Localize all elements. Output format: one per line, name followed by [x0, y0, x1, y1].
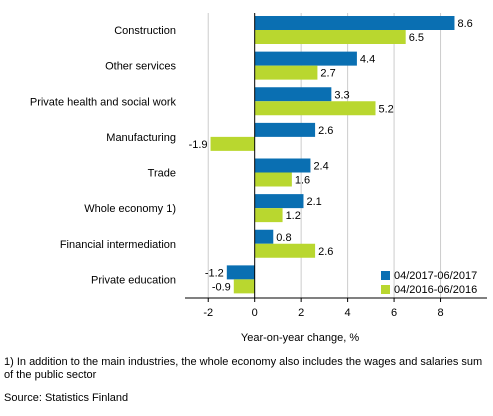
x-axis: -2 0 2 4 6 8 — [185, 13, 487, 319]
source-note: Source: Statistics Finland — [4, 392, 129, 404]
category-label: Construction — [114, 25, 176, 37]
bar — [254, 122, 316, 137]
data-label: -1.9 — [189, 139, 208, 151]
bar — [254, 51, 357, 66]
bar-chart: 8.6 4.4 3.3 2.6 2.4 2.1 0.8 -1.2 6.5 2.7 5.2 -1.9 1.… — [30, 13, 487, 344]
data-label: 0.8 — [276, 232, 291, 244]
bar — [254, 229, 274, 244]
bar — [254, 65, 318, 80]
x-tick-label: 8 — [437, 307, 443, 319]
data-label: 8.6 — [457, 18, 472, 30]
bar — [254, 87, 332, 102]
bar — [233, 279, 255, 294]
data-label: 2.4 — [313, 161, 328, 173]
bar — [254, 172, 292, 187]
legend: 04/2017-06/2017 04/2016-06/2016 — [381, 270, 477, 296]
category-label: Whole economy 1) — [84, 203, 176, 215]
data-label: 2.1 — [306, 196, 321, 208]
category-label: Manufacturing — [106, 132, 176, 144]
value-labels: 8.6 4.4 3.3 2.6 2.4 2.1 0.8 -1.2 6.5 2.7 5.2 -1.9 1.… — [189, 18, 473, 293]
bar — [254, 101, 376, 116]
bars — [210, 16, 455, 294]
x-tick-label: 4 — [345, 307, 351, 319]
legend-swatch — [381, 285, 390, 294]
data-label: 4.4 — [360, 54, 375, 66]
data-label: 2.6 — [318, 125, 333, 137]
data-label: -1.2 — [205, 267, 224, 279]
data-label: 2.7 — [320, 68, 335, 80]
x-tick-label: 0 — [252, 307, 258, 319]
category-label: Private health and social work — [30, 96, 177, 108]
legend-swatch — [381, 271, 390, 280]
data-label: 1.2 — [286, 210, 301, 222]
bar — [254, 208, 283, 223]
data-label: 1.6 — [295, 175, 310, 187]
x-axis-title: Year-on-year change, % — [241, 332, 359, 344]
bar — [254, 158, 311, 173]
bar — [210, 136, 255, 151]
category-label: Trade — [148, 168, 176, 180]
category-label: Private education — [91, 274, 176, 286]
bar — [254, 16, 455, 30]
legend-label: 04/2017-06/2017 — [394, 270, 477, 282]
data-label: -0.9 — [212, 281, 231, 293]
data-label: 3.3 — [334, 89, 349, 101]
data-label: 2.6 — [318, 246, 333, 258]
bar — [254, 30, 406, 44]
bar — [254, 194, 304, 209]
category-label: Other services — [105, 61, 176, 73]
x-tick-label: -2 — [203, 307, 213, 319]
bar — [254, 243, 316, 258]
x-tick-label: 2 — [298, 307, 304, 319]
data-label: 6.5 — [409, 32, 424, 44]
category-label: Financial intermediation — [60, 239, 176, 251]
legend-label: 04/2016-06/2016 — [394, 284, 477, 296]
bar — [226, 265, 255, 280]
data-label: 5.2 — [378, 103, 393, 115]
category-labels: Construction Other services Private health… — [30, 25, 177, 286]
x-tick-label: 6 — [391, 307, 397, 319]
footnote: 1) In addition to the main industries, t… — [4, 356, 483, 381]
